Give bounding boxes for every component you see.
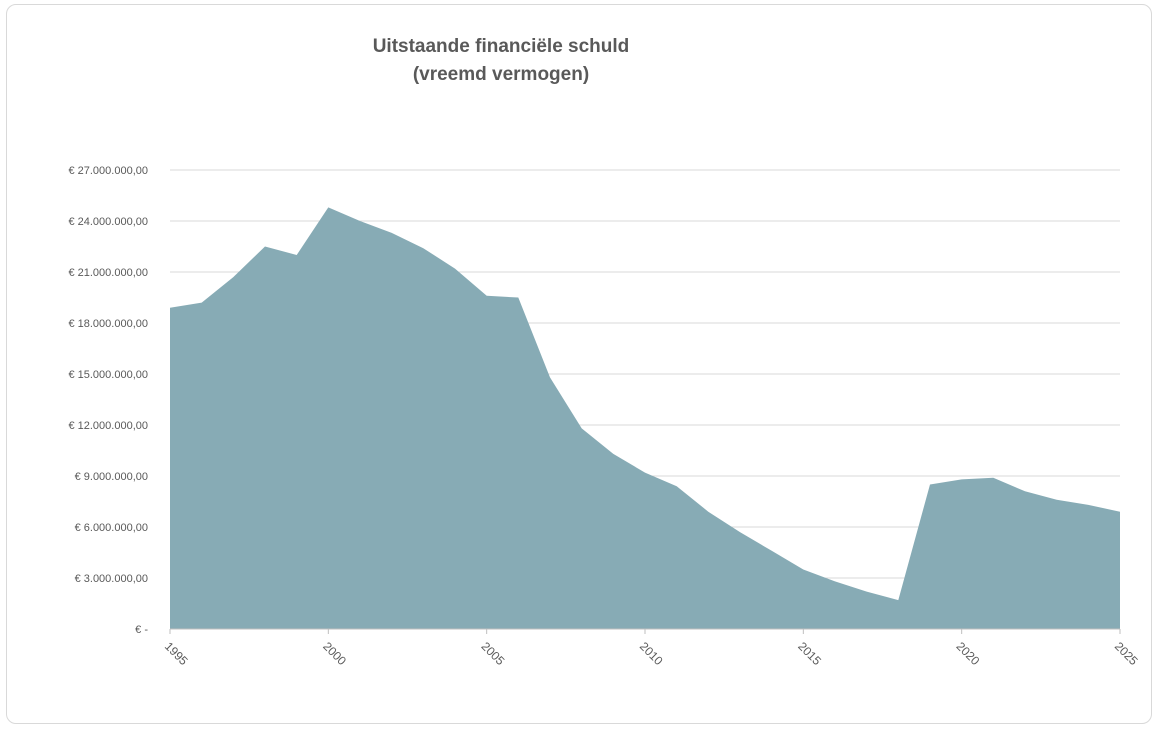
x-axis-tick-labels: 1995 2000 2005 2010 2015 2020 2025 [162,639,1141,668]
x-tick-label: 2005 [479,639,508,668]
x-tick-label: 2025 [1112,639,1141,668]
y-tick-label: € 18.000.000,00 [68,318,148,330]
y-tick-label: € 21.000.000,00 [68,267,148,279]
x-tick-label: 2020 [954,639,983,668]
chart-title-line-1: Uitstaande financiële schuld [373,36,630,57]
series-area [170,207,1120,629]
y-tick-label: € 15.000.000,00 [68,369,148,381]
y-tick-label: € 3.000.000,00 [75,573,148,585]
y-tick-label: € - [135,624,148,636]
y-tick-label: € 9.000.000,00 [75,471,148,483]
y-tick-label: € 27.000.000,00 [68,165,148,177]
x-tick-label: 2015 [795,639,824,668]
x-tick-label: 2010 [637,639,666,668]
y-tick-label: € 6.000.000,00 [75,522,148,534]
y-axis-tick-labels: € - € 3.000.000,00 € 6.000.000,00 € 9.000.0… [68,165,148,636]
y-tick-label: € 24.000.000,00 [68,216,148,228]
area-series [170,207,1120,629]
x-tick-label: 1995 [162,639,191,668]
chart-title-line-2: (vreemd vermogen) [413,64,589,85]
x-axis [169,628,1121,634]
x-tick-label: 2000 [320,639,349,668]
y-tick-label: € 12.000.000,00 [68,420,148,432]
